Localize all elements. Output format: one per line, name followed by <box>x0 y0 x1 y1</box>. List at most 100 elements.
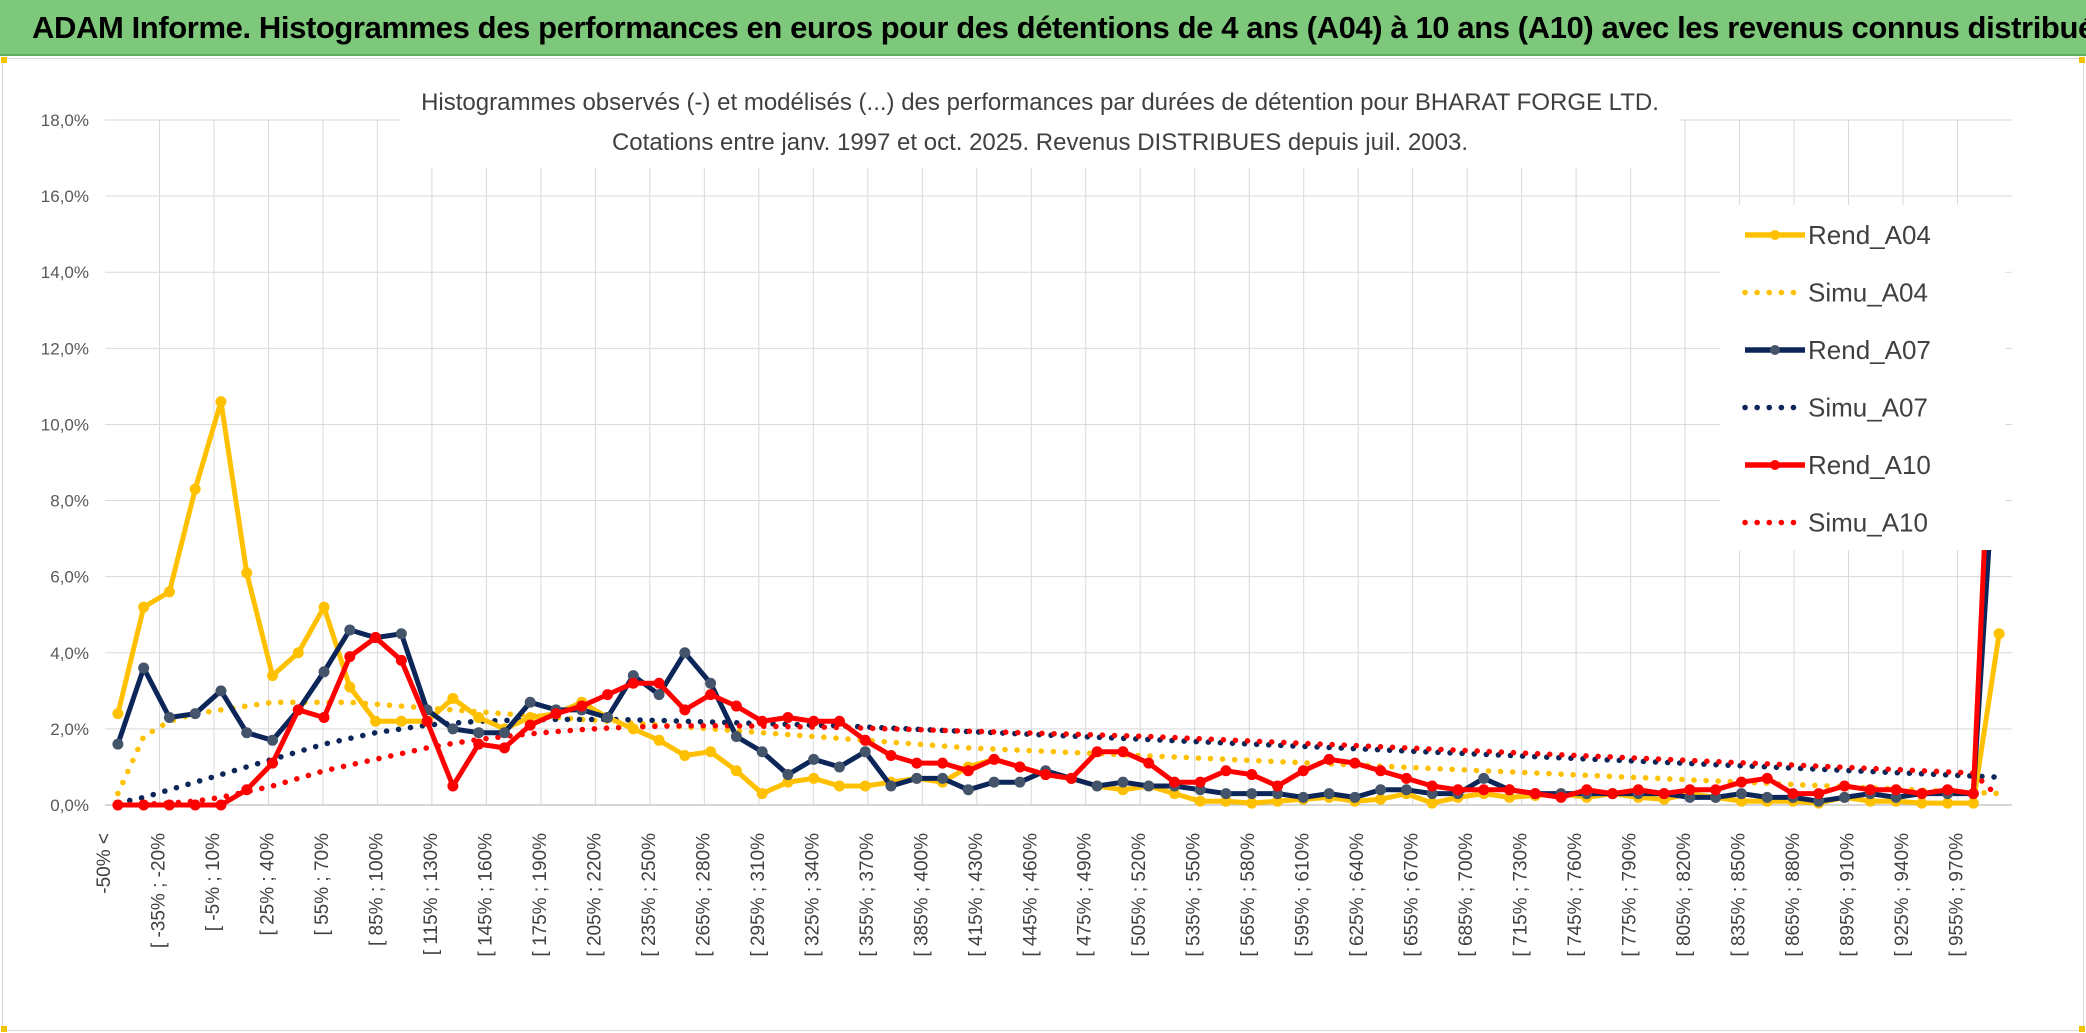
data-point <box>498 742 510 754</box>
data-point <box>833 715 845 727</box>
data-point <box>292 647 304 659</box>
data-point <box>267 670 279 682</box>
x-tick-label: [ 565% ; 580% <box>1238 833 1259 957</box>
chart-title: Histogrammes observés (-) et modélisés (… <box>421 89 1659 116</box>
data-point <box>808 715 820 727</box>
x-tick-label: [ 175% ; 190% <box>530 833 551 957</box>
y-tick-label: 0,0% <box>50 796 89 815</box>
y-tick-label: 2,0% <box>50 720 89 739</box>
data-point <box>550 708 562 720</box>
data-point <box>241 784 253 796</box>
data-point <box>1607 788 1619 800</box>
data-point <box>1967 788 1979 800</box>
x-tick-label: [ 55% ; 70% <box>312 833 333 936</box>
data-point <box>215 685 227 697</box>
x-tick-label: [ 355% ; 370% <box>857 833 878 957</box>
data-point <box>1916 788 1928 800</box>
data-point <box>859 734 871 746</box>
data-point <box>344 681 356 693</box>
data-point <box>730 700 742 712</box>
data-point <box>318 666 330 678</box>
x-tick-label: [ 145% ; 160% <box>475 833 496 957</box>
data-point <box>1993 628 2005 640</box>
data-point <box>1349 757 1361 769</box>
x-tick-label: [ 235% ; 250% <box>639 833 660 957</box>
data-point <box>138 601 150 613</box>
data-point <box>782 769 794 781</box>
x-tick-label: [ 805% ; 820% <box>1674 833 1695 957</box>
data-point <box>627 723 639 735</box>
x-tick-label: [ 685% ; 700% <box>1456 833 1477 957</box>
data-point <box>1117 776 1129 788</box>
data-point <box>705 746 717 758</box>
data-point <box>1942 797 1954 809</box>
data-point <box>833 780 845 792</box>
data-point <box>395 628 407 640</box>
x-tick-label: [ 265% ; 280% <box>693 833 714 957</box>
data-point <box>1194 795 1206 807</box>
y-tick-label: 4,0% <box>50 644 89 663</box>
data-point <box>1040 769 1052 781</box>
x-tick-label: [ 475% ; 490% <box>1075 833 1096 957</box>
x-tick-label: [ 715% ; 730% <box>1511 833 1532 957</box>
data-point <box>653 677 665 689</box>
data-point <box>679 647 691 659</box>
data-point <box>1452 784 1464 796</box>
data-point <box>1503 784 1515 796</box>
data-point <box>1297 765 1309 777</box>
data-point <box>1478 784 1490 796</box>
data-point <box>292 704 304 716</box>
data-point <box>1297 791 1309 803</box>
data-point <box>189 799 201 811</box>
data-point <box>1967 797 1979 809</box>
data-point <box>782 711 794 723</box>
data-point <box>730 765 742 777</box>
data-point <box>1117 746 1129 758</box>
data-point <box>1194 776 1206 788</box>
data-point <box>653 734 665 746</box>
x-tick-label: [ 895% ; 910% <box>1838 833 1859 957</box>
data-point <box>1813 788 1825 800</box>
data-point <box>602 711 614 723</box>
legend-label: Simu_A04 <box>1808 278 1928 308</box>
data-point <box>447 692 459 704</box>
series-rend-a10 <box>112 213 2005 811</box>
series-line <box>115 399 2002 806</box>
y-tick-label: 14,0% <box>41 263 89 282</box>
data-point <box>859 780 871 792</box>
x-tick-label: [ 295% ; 310% <box>748 833 769 957</box>
data-point <box>473 711 485 723</box>
data-point <box>1735 788 1747 800</box>
frame-corner-handle <box>1 57 7 63</box>
data-point <box>1246 797 1258 809</box>
data-point <box>344 624 356 636</box>
data-point <box>241 567 253 579</box>
data-point <box>163 586 175 598</box>
data-point <box>498 727 510 739</box>
x-tick-label: [ 775% ; 790% <box>1620 833 1641 957</box>
data-point <box>1581 784 1593 796</box>
x-tick-label: [ 655% ; 670% <box>1402 833 1423 957</box>
data-point <box>1400 772 1412 784</box>
legend-label: Simu_A10 <box>1808 508 1928 538</box>
data-point <box>679 704 691 716</box>
data-point <box>1942 784 1954 796</box>
data-point <box>602 689 614 701</box>
legend-label: Rend_A04 <box>1808 220 1931 250</box>
y-tick-label: 6,0% <box>50 568 89 587</box>
x-tick-label: [ 325% ; 340% <box>802 833 823 957</box>
data-point <box>1838 780 1850 792</box>
data-point <box>395 715 407 727</box>
data-point <box>318 711 330 723</box>
x-tick-label: [ 505% ; 520% <box>1129 833 1150 957</box>
data-point <box>627 677 639 689</box>
data-point <box>344 651 356 663</box>
legend-label: Rend_A10 <box>1808 450 1931 480</box>
data-point <box>1014 761 1026 773</box>
legend-marker <box>1770 460 1780 470</box>
data-point <box>395 654 407 666</box>
data-point <box>163 711 175 723</box>
title-background <box>400 80 1680 168</box>
data-point <box>730 731 742 742</box>
